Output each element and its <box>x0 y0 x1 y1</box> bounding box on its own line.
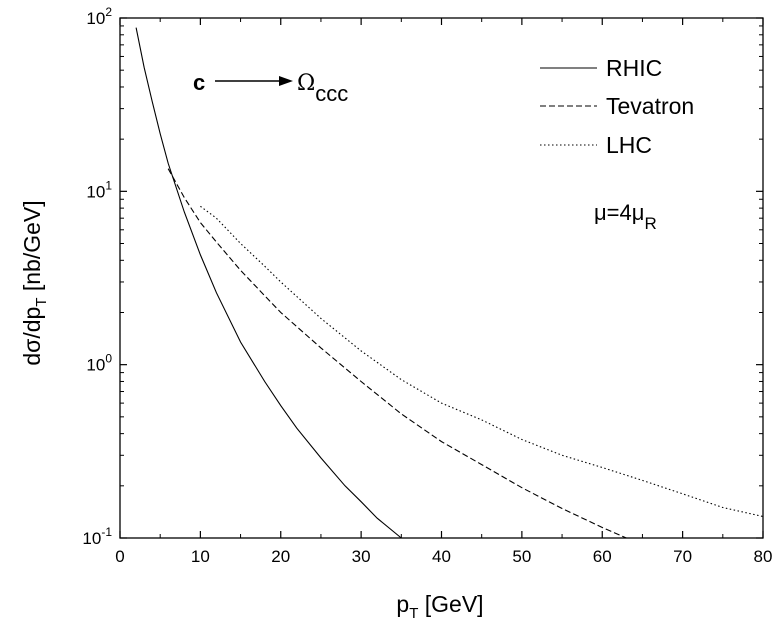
legend-label-lhc: LHC <box>606 132 652 158</box>
y-tick-label: 101 <box>86 178 112 201</box>
series-line-lhc <box>200 205 764 518</box>
mu-annotation: μ=4μR <box>594 200 657 233</box>
series-line-tevatron <box>167 168 627 539</box>
x-axis-label: pT [GeV] <box>396 591 483 622</box>
x-tick-label: 50 <box>512 547 531 566</box>
x-tick-label: 30 <box>352 547 371 566</box>
process-to-label: Ωccc <box>297 71 348 106</box>
process-arrow-head <box>279 76 293 86</box>
x-tick-label: 10 <box>191 547 210 566</box>
y-tick-label: 100 <box>86 352 112 375</box>
series-line-rhic <box>135 27 402 539</box>
legend-label-rhic: RHIC <box>606 55 662 81</box>
x-tick-label: 40 <box>432 547 451 566</box>
x-tick-label: 70 <box>673 547 692 566</box>
x-tick-label: 80 <box>754 547 773 566</box>
legend-label-tevatron: Tevatron <box>606 93 694 119</box>
y-tick-label: 102 <box>86 5 112 28</box>
x-tick-label: 60 <box>593 547 612 566</box>
process-from-label: c <box>193 70 205 95</box>
x-tick-label: 20 <box>271 547 290 566</box>
y-tick-label: 10-1 <box>82 525 112 548</box>
y-axis-label: dσ/dpT [nb/GeV] <box>19 200 50 365</box>
process-annotation: c Ωccc <box>193 70 348 106</box>
x-tick-label: 0 <box>115 547 124 566</box>
